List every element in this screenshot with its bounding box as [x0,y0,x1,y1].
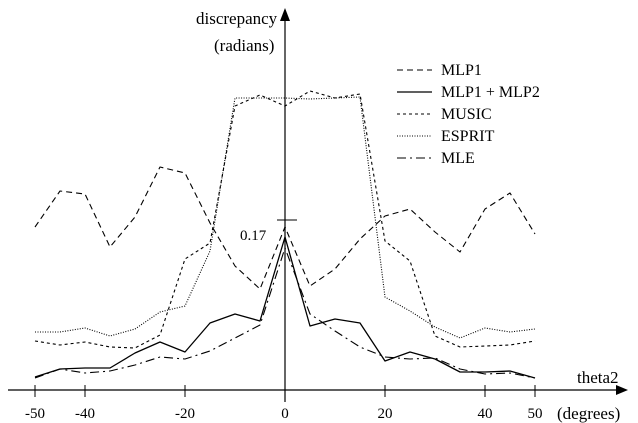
x-axis-label: theta2 [577,368,619,387]
series-line-mle [34,247,536,379]
series-line-esprit [35,96,536,339]
y-tick-label: 0.17 [240,228,267,244]
x-tick-label: -20 [175,406,195,422]
legend-label: MLP1 + MLP2 [441,84,540,101]
legend-label: MLP1 [441,62,482,79]
series-line-music [34,90,536,349]
series-line-mlp1-mlp2 [34,236,536,379]
legend-label: MUSIC [441,106,492,123]
x-tick-label: -50 [25,406,45,422]
y-axis-label-line2: (radians) [214,36,274,55]
x-tick-label: 20 [378,406,393,422]
x-tick-label: -40 [75,406,95,422]
series-layer [34,90,536,379]
y-axis-arrow [280,8,290,21]
legend: MLP1 MLP1 + MLP2 MUSIC ESPRIT MLE [397,62,540,167]
legend-label: ESPRIT [441,128,495,145]
y-axis-label-line1: discrepancy [196,9,278,28]
x-tick-label: 50 [528,406,543,422]
x-tick-label: 0 [281,406,289,422]
x-axis-unit: (degrees) [557,404,620,423]
axes: -50 -40 -20 0 20 40 50 [8,8,628,422]
series-line-mlp1 [34,166,536,290]
legend-label: MLE [441,150,475,167]
x-axis-arrow [616,385,628,395]
x-tick-label: 40 [478,406,493,422]
